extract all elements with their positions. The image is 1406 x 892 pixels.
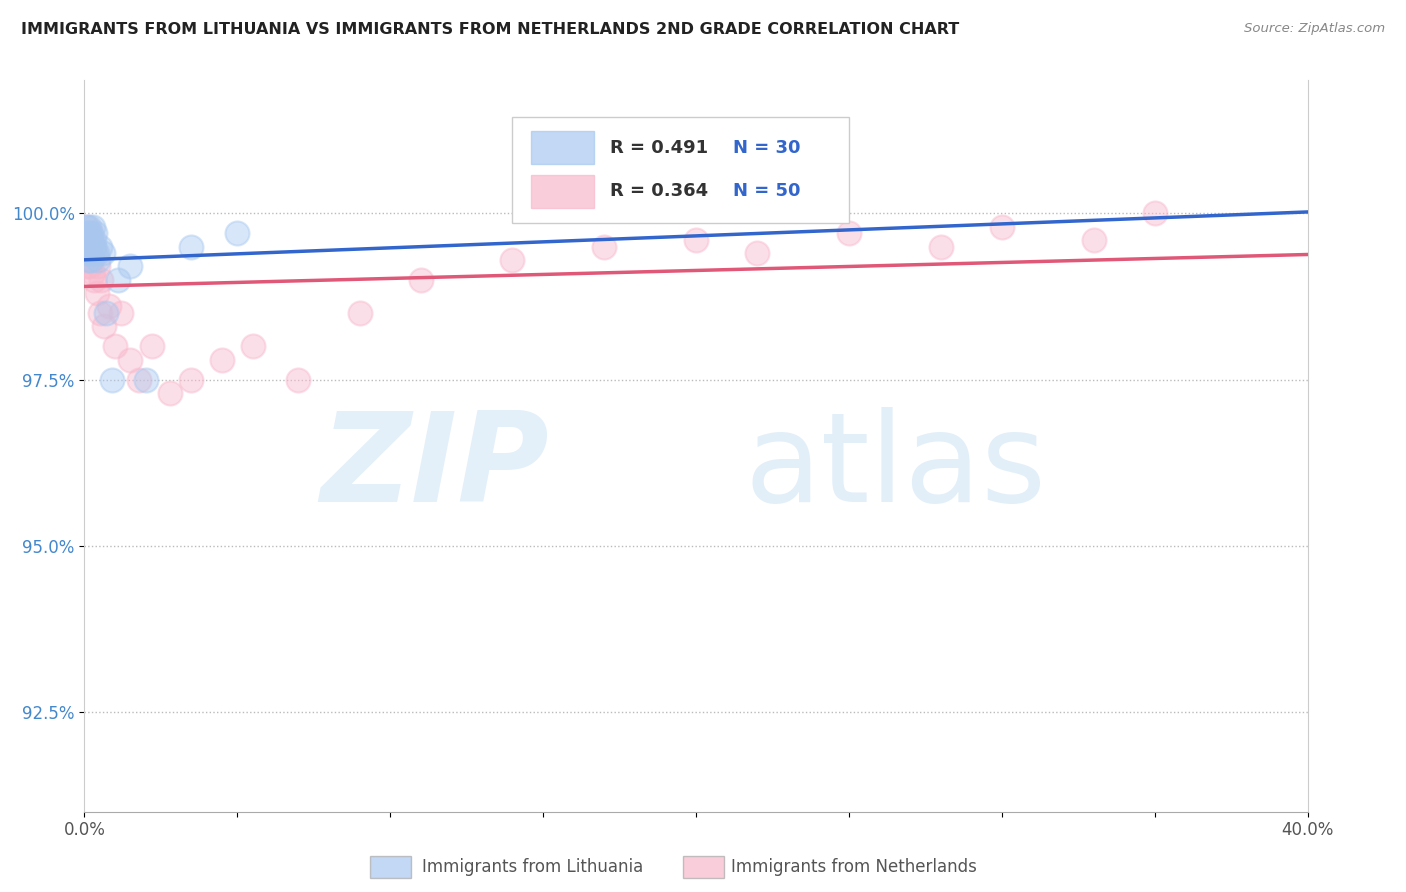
Point <box>80 239 103 253</box>
Text: Source: ZipAtlas.com: Source: ZipAtlas.com <box>1244 22 1385 36</box>
Point <box>76 233 98 247</box>
Point <box>97 299 120 313</box>
Point <box>91 246 114 260</box>
Point <box>90 273 112 287</box>
Point <box>79 233 101 247</box>
Point <box>77 239 100 253</box>
Point <box>82 246 104 260</box>
Point <box>87 252 110 267</box>
Point <box>94 306 117 320</box>
Point <box>80 226 103 240</box>
Point <box>93 319 115 334</box>
Point <box>76 246 98 260</box>
Point <box>76 260 98 274</box>
Point <box>75 233 97 247</box>
Point <box>84 226 107 240</box>
Text: N = 30: N = 30 <box>733 138 800 157</box>
Text: atlas: atlas <box>745 408 1047 528</box>
Point <box>593 239 616 253</box>
Text: IMMIGRANTS FROM LITHUANIA VS IMMIGRANTS FROM NETHERLANDS 2ND GRADE CORRELATION C: IMMIGRANTS FROM LITHUANIA VS IMMIGRANTS … <box>21 22 959 37</box>
Point <box>77 219 100 234</box>
Point <box>82 233 104 247</box>
Point <box>180 372 202 386</box>
Text: ZIP: ZIP <box>321 408 550 528</box>
FancyBboxPatch shape <box>531 131 595 164</box>
Point <box>226 226 249 240</box>
Point <box>135 372 157 386</box>
Point <box>77 233 100 247</box>
Point <box>141 339 163 353</box>
Point <box>349 306 371 320</box>
Point <box>991 219 1014 234</box>
Point <box>83 239 105 253</box>
Point <box>89 306 111 320</box>
Point <box>159 385 181 400</box>
Point <box>76 239 98 253</box>
FancyBboxPatch shape <box>513 117 849 223</box>
Point <box>79 246 101 260</box>
Point <box>101 372 124 386</box>
FancyBboxPatch shape <box>531 175 595 209</box>
Point <box>76 226 98 240</box>
Point <box>120 260 142 274</box>
Point <box>409 273 432 287</box>
Point <box>79 226 101 240</box>
Point <box>120 352 142 367</box>
Point <box>838 226 860 240</box>
Point <box>76 239 98 253</box>
Point <box>84 246 107 260</box>
Point <box>83 273 105 287</box>
Point <box>180 239 202 253</box>
Point <box>77 252 100 267</box>
Point <box>76 219 98 234</box>
Point <box>79 239 101 253</box>
Point <box>128 372 150 386</box>
Point <box>79 246 101 260</box>
Point <box>211 352 233 367</box>
Text: N = 50: N = 50 <box>733 183 800 201</box>
Point <box>79 239 101 253</box>
Point <box>89 239 111 253</box>
Text: R = 0.491: R = 0.491 <box>610 138 709 157</box>
Point <box>75 219 97 234</box>
Point <box>82 266 104 280</box>
Point <box>685 233 707 247</box>
Point <box>104 339 127 353</box>
Point <box>77 226 100 240</box>
Point <box>107 273 129 287</box>
Point <box>1143 206 1166 220</box>
Text: R = 0.364: R = 0.364 <box>610 183 709 201</box>
Point <box>242 339 264 353</box>
Point <box>1083 233 1105 247</box>
Point <box>747 246 769 260</box>
Point <box>287 372 309 386</box>
Point <box>83 233 105 247</box>
Point <box>75 246 97 260</box>
Point <box>87 260 110 274</box>
Point <box>82 219 104 234</box>
Point <box>80 252 103 267</box>
Point <box>110 306 132 320</box>
Point <box>80 233 103 247</box>
Point <box>929 239 952 253</box>
Point <box>86 286 108 301</box>
Point <box>77 226 100 240</box>
Point <box>502 252 524 267</box>
Point <box>76 252 98 267</box>
Point <box>79 260 101 274</box>
Point <box>77 233 100 247</box>
Point <box>80 252 103 267</box>
Point <box>83 239 105 253</box>
Text: Immigrants from Netherlands: Immigrants from Netherlands <box>731 858 977 876</box>
Point <box>86 246 108 260</box>
Point <box>77 246 100 260</box>
Point <box>77 252 100 267</box>
Text: Immigrants from Lithuania: Immigrants from Lithuania <box>422 858 643 876</box>
